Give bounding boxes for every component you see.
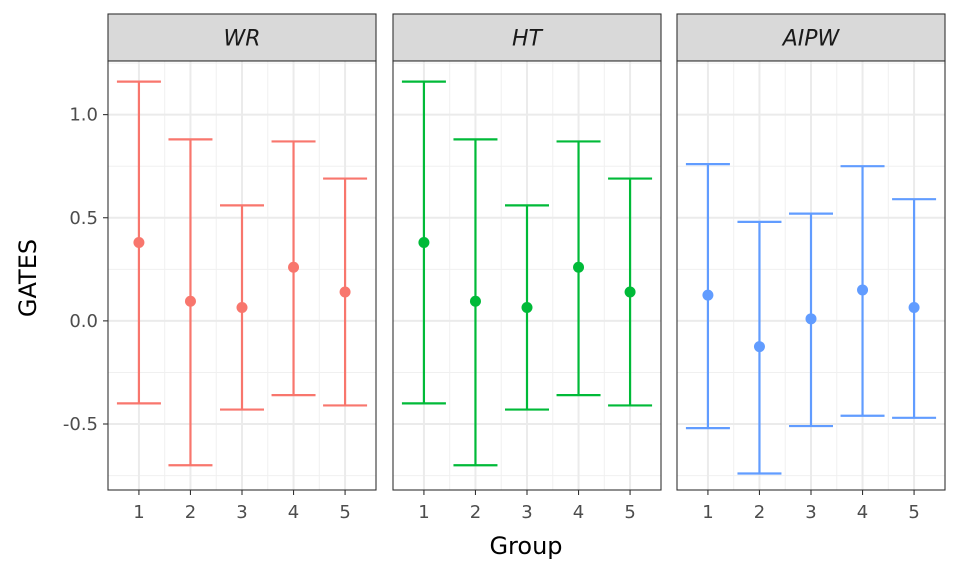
errorbar-aipw-group-5 [892,198,937,419]
errorbar-aipw-group-3 [789,212,833,428]
y-tick-label: -0.5 [63,414,98,435]
x-tick-label: 1 [133,502,144,523]
estimate-point [702,289,714,301]
x-tick-label: 1 [702,502,713,523]
y-axis: -0.5 0.0 0.5 1.0 [63,105,108,435]
x-tick-label: 5 [908,502,919,523]
errorbar-aipw-group-2 [737,220,782,475]
x-axis-title: Group [489,532,562,560]
estimate-point [857,284,869,296]
errorbar-wr-group-2 [168,138,213,467]
x-tick-label: 3 [805,502,816,523]
estimate-point [184,295,196,307]
x-tick-label: 2 [185,502,196,523]
panels-layer: WR 1 2 3 4 5 HT 1 2 3 4 5 AIPW 1 2 3 4 5 [107,13,946,523]
x-tick-label: 5 [339,502,350,523]
errorbar-ht-group-1 [401,80,446,405]
estimate-point [133,237,145,248]
x-tick-label: 2 [754,502,765,523]
estimate-point [753,341,765,353]
y-tick-label: 0.0 [69,311,98,332]
panel-wr: WR 1 2 3 4 5 [107,13,377,523]
strip-background [676,13,946,62]
x-tick-label: 3 [521,502,532,523]
panel-ht: HT 1 2 3 4 5 [392,13,662,523]
strip-label: WR [223,27,260,52]
estimate-point [469,295,481,307]
x-tick-label: 2 [470,502,481,523]
errorbar-ht-group-2 [453,138,498,467]
estimate-point [908,301,920,313]
estimate-point [339,286,351,298]
errorbar-wr-group-4 [271,140,316,397]
errorbar-aipw-group-1 [685,163,730,430]
x-tick-label: 5 [624,502,635,523]
errorbar-wr-group-5 [323,177,368,407]
x-tick-label: 4 [288,502,299,523]
y-tick-label: 0.5 [69,208,98,229]
errorbar-wr-group-3 [220,204,264,411]
y-tick-label: 1.0 [69,105,98,126]
estimate-point [624,286,636,298]
estimate-point [805,313,817,325]
x-tick-label: 4 [857,502,868,523]
strip-label: HT [512,27,544,52]
x-tick-label: 3 [236,502,247,523]
panel-aipw: AIPW 1 2 3 4 5 [676,13,946,523]
strip-background [392,13,662,62]
estimate-point [288,261,300,273]
errorbar-ht-group-5 [608,177,653,407]
errorbar-ht-group-4 [556,140,601,397]
strip-label: AIPW [781,27,841,52]
estimate-point [521,301,533,313]
x-tick-label: 4 [573,502,584,523]
estimate-point [418,237,430,248]
estimate-point [236,301,248,313]
errorbar-ht-group-3 [505,204,549,411]
y-axis-title: GATES [14,239,42,317]
errorbar-wr-group-1 [116,80,161,405]
estimate-point [573,261,585,273]
strip-background [107,13,377,62]
x-tick-label: 1 [418,502,429,523]
errorbar-aipw-group-4 [840,165,885,417]
